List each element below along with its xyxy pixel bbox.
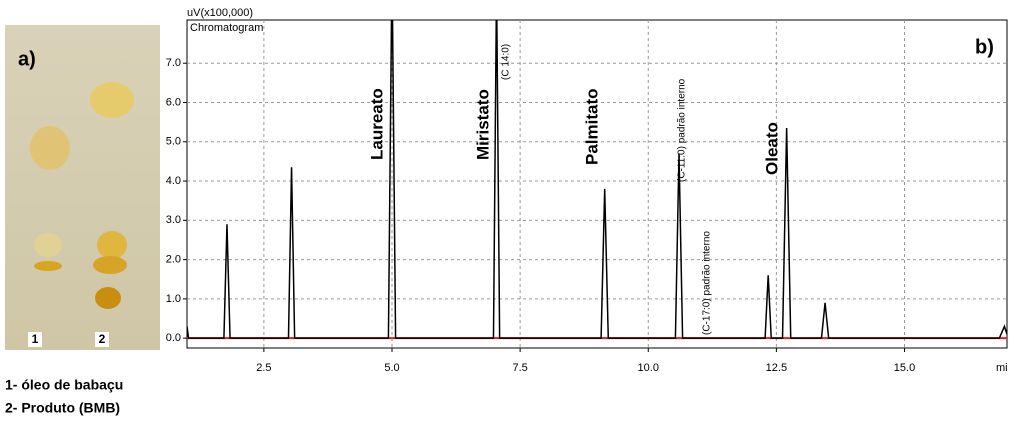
x-axis-label: mi xyxy=(996,362,1008,374)
legend-text: 1- óleo de babaçu xyxy=(5,377,123,393)
annotation: (C 14:0) xyxy=(501,44,512,80)
x-tick-label: 12.5 xyxy=(766,362,787,374)
tlc-photo: a) 1 2 1- óleo de babaçu 2- Produto (BMB… xyxy=(5,25,160,416)
spot xyxy=(30,126,70,170)
y-tick-label: 5.0 xyxy=(166,136,181,148)
annotation: Oleato xyxy=(762,122,781,175)
annotation: (C-17:0) padrão interno xyxy=(702,231,713,335)
plot-frame xyxy=(186,19,1008,349)
y-tick-label: 0.0 xyxy=(166,332,181,344)
lane-label: 2 xyxy=(99,332,106,346)
x-tick-label: 2.5 xyxy=(256,362,271,374)
x-tick-label: 5.0 xyxy=(384,362,399,374)
trace xyxy=(187,20,1007,339)
spot xyxy=(34,261,62,271)
annotation: Laureato xyxy=(367,88,386,160)
panel-label: a) xyxy=(18,48,36,70)
panel-label: b) xyxy=(975,36,994,58)
lane-box xyxy=(95,332,109,347)
y-tick-label: 1.0 xyxy=(166,293,181,305)
y-tick-label: 7.0 xyxy=(166,57,181,69)
x-tick-label: 7.5 xyxy=(512,362,527,374)
y-tick-label: 6.0 xyxy=(166,96,181,108)
y-tick-label: 4.0 xyxy=(166,175,181,187)
lane-label: 1 xyxy=(32,332,39,346)
plot-area xyxy=(187,20,1007,340)
x-tick-label: 15.0 xyxy=(894,362,915,374)
chart-title: Chromatogram xyxy=(190,22,263,34)
spot xyxy=(34,233,62,257)
y-tick-label: 2.0 xyxy=(166,254,181,266)
spot xyxy=(90,82,134,118)
spot xyxy=(95,287,121,309)
spot xyxy=(97,231,127,259)
legend-text: 2- Produto (BMB) xyxy=(5,400,120,416)
annotation: Miristato xyxy=(473,89,492,160)
y-tick-label: 3.0 xyxy=(166,214,181,226)
annotation: Palmitato xyxy=(582,88,601,165)
x-tick-label: 10.0 xyxy=(638,362,659,374)
spot xyxy=(93,256,127,274)
lane-box xyxy=(28,332,42,347)
plate xyxy=(5,25,160,350)
y-unit: uV(x100,000) xyxy=(187,7,253,19)
annotation: (C-11:0) padrão interno xyxy=(677,78,688,182)
